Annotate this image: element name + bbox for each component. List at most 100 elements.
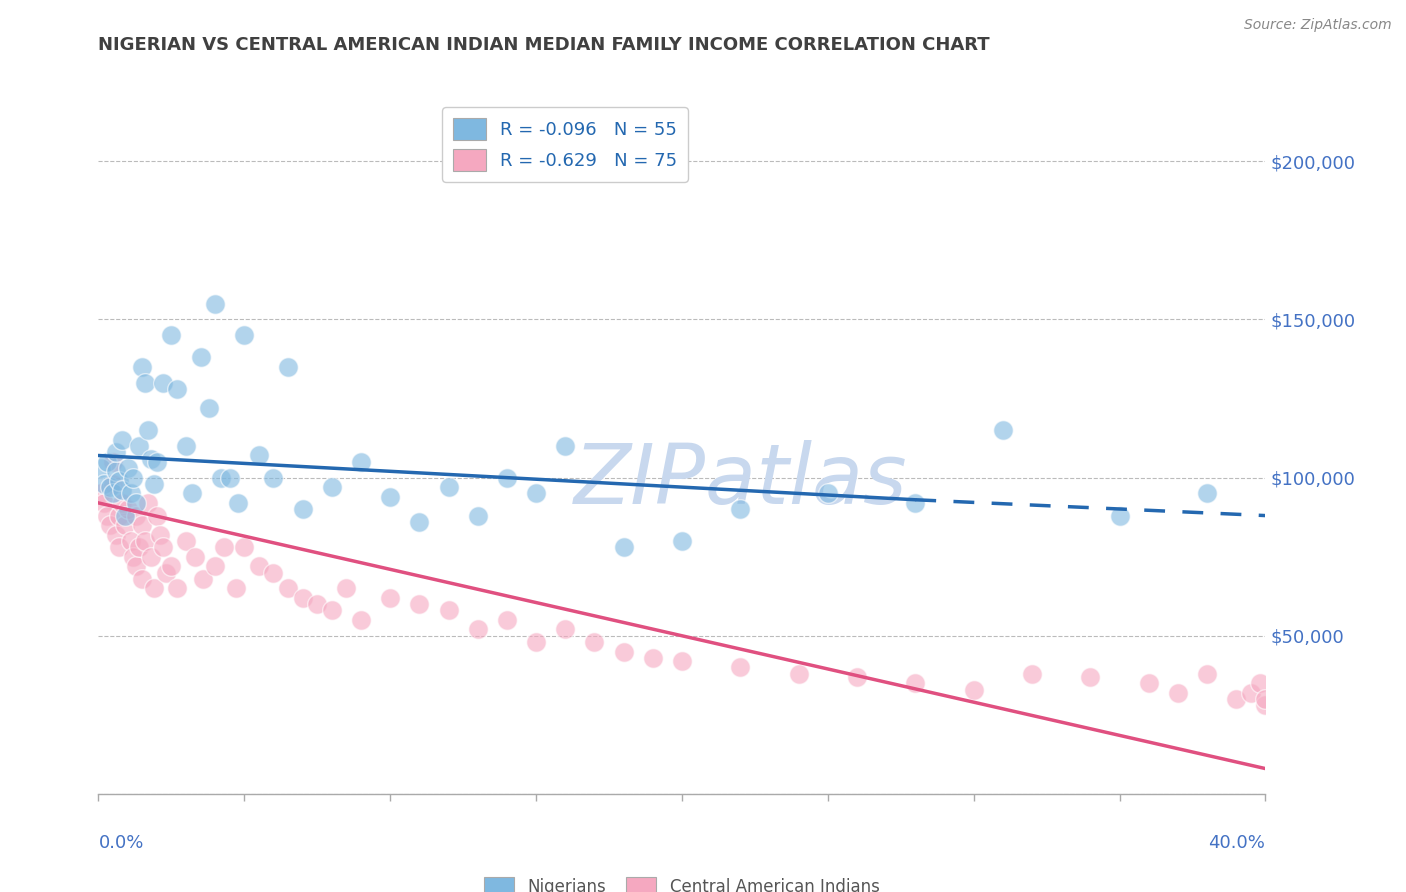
Point	[128, 540, 150, 554]
Point	[437, 603, 460, 617]
Point	[125, 496, 148, 510]
Point	[335, 582, 357, 596]
Point	[98, 518, 121, 533]
Point	[101, 477, 124, 491]
Point	[152, 376, 174, 390]
Point	[174, 439, 197, 453]
Point	[378, 490, 402, 504]
Point	[142, 582, 165, 596]
Point	[1080, 670, 1102, 684]
Point	[128, 439, 150, 453]
Point	[174, 533, 197, 548]
Point	[160, 559, 183, 574]
Point	[212, 540, 235, 554]
Point	[198, 401, 221, 415]
Point	[120, 533, 142, 548]
Point	[321, 480, 343, 494]
Point	[136, 423, 159, 437]
Point	[111, 483, 134, 498]
Point	[90, 461, 112, 475]
Point	[1278, 676, 1301, 690]
Point	[495, 613, 517, 627]
Point	[787, 666, 810, 681]
Point	[108, 540, 131, 554]
Point	[125, 559, 148, 574]
Point	[104, 464, 127, 478]
Point	[437, 480, 460, 494]
Point	[467, 508, 489, 523]
Text: 40.0%: 40.0%	[1209, 834, 1265, 852]
Point	[93, 477, 115, 491]
Point	[101, 455, 124, 469]
Point	[1137, 676, 1160, 690]
Point	[291, 591, 314, 605]
Text: 0.0%: 0.0%	[98, 834, 143, 852]
Point	[233, 328, 256, 343]
Point	[1195, 666, 1218, 681]
Point	[612, 644, 634, 658]
Point	[408, 597, 430, 611]
Point	[1284, 686, 1306, 700]
Point	[671, 533, 693, 548]
Point	[671, 654, 693, 668]
Point	[139, 451, 162, 466]
Point	[218, 470, 240, 484]
Point	[1225, 692, 1247, 706]
Point	[291, 502, 314, 516]
Point	[378, 591, 402, 605]
Point	[321, 603, 343, 617]
Point	[104, 527, 127, 541]
Point	[845, 670, 868, 684]
Point	[146, 508, 169, 523]
Point	[125, 508, 148, 523]
Point	[612, 540, 634, 554]
Point	[93, 496, 115, 510]
Point	[152, 540, 174, 554]
Point	[98, 480, 121, 494]
Point	[131, 572, 153, 586]
Point	[117, 502, 139, 516]
Point	[108, 508, 131, 523]
Point	[180, 486, 202, 500]
Point	[277, 359, 299, 374]
Point	[1312, 676, 1334, 690]
Point	[1195, 486, 1218, 500]
Point	[146, 455, 169, 469]
Point	[117, 461, 139, 475]
Point	[1268, 666, 1291, 681]
Point	[1298, 698, 1320, 713]
Point	[350, 455, 373, 469]
Point	[204, 296, 226, 310]
Point	[1021, 666, 1043, 681]
Point	[90, 486, 112, 500]
Point	[962, 682, 984, 697]
Point	[247, 559, 270, 574]
Point	[131, 518, 153, 533]
Point	[583, 635, 606, 649]
Point	[262, 566, 284, 580]
Point	[160, 328, 183, 343]
Point	[122, 470, 145, 484]
Point	[134, 533, 156, 548]
Point	[228, 496, 250, 510]
Text: Source: ZipAtlas.com: Source: ZipAtlas.com	[1244, 18, 1392, 32]
Point	[190, 351, 212, 365]
Point	[155, 566, 177, 580]
Point	[554, 439, 576, 453]
Point	[524, 486, 547, 500]
Point	[262, 470, 284, 484]
Point	[728, 502, 751, 516]
Point	[524, 635, 547, 649]
Point	[1108, 508, 1130, 523]
Point	[139, 549, 162, 564]
Point	[495, 470, 517, 484]
Point	[142, 477, 165, 491]
Point	[350, 613, 373, 627]
Point	[817, 486, 839, 500]
Point	[408, 515, 430, 529]
Point	[134, 376, 156, 390]
Point	[108, 474, 131, 488]
Point	[641, 651, 664, 665]
Point	[1254, 692, 1277, 706]
Point	[149, 527, 172, 541]
